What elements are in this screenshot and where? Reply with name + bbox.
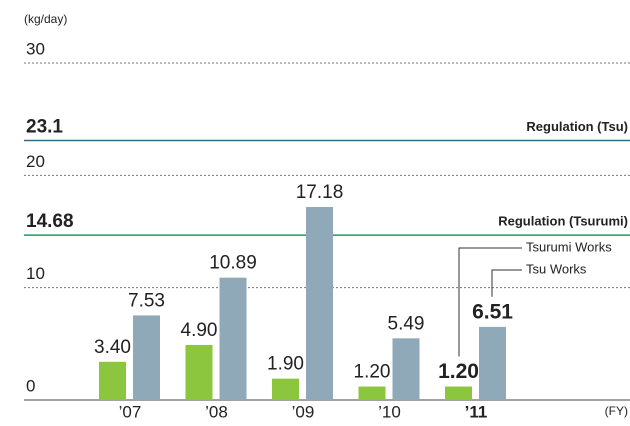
- y-tick-label: 10: [26, 264, 45, 283]
- regulation-value: 23.1: [26, 117, 63, 138]
- value-label: 6.51: [472, 300, 513, 323]
- value-label: 10.89: [209, 253, 257, 274]
- regulation-value: 14.68: [26, 211, 74, 232]
- x-tick-label: ’09: [292, 402, 315, 421]
- regulation-label: Regulation (Tsurumi): [498, 214, 628, 229]
- value-label: 4.90: [181, 320, 218, 341]
- legend-leader: [458, 247, 522, 357]
- y-tick-label: 30: [26, 39, 45, 58]
- value-label: 5.49: [388, 313, 425, 334]
- bar: [445, 386, 472, 400]
- bar: [185, 344, 213, 400]
- value-label: 3.40: [94, 337, 131, 358]
- value-label: 1.20: [438, 360, 479, 383]
- legend-label: Tsurumi Works: [526, 239, 612, 254]
- bar: [306, 207, 333, 400]
- bar: [392, 338, 420, 400]
- x-axis-label: (FY): [605, 404, 628, 418]
- value-label: 1.20: [354, 362, 391, 383]
- y-tick-label: 20: [26, 152, 45, 171]
- legend-leader: [491, 269, 522, 297]
- value-label: 7.53: [128, 290, 165, 311]
- bar: [358, 386, 386, 400]
- regulation-label: Regulation (Tsu): [526, 119, 628, 134]
- y-tick-label: 0: [26, 376, 35, 395]
- value-label: 1.90: [267, 354, 304, 375]
- bar: [219, 277, 247, 400]
- unit-label: (kg/day): [24, 12, 67, 26]
- bar: [133, 315, 160, 400]
- x-tick-label: ’10: [378, 402, 401, 421]
- bar: [99, 361, 126, 400]
- x-tick-label: ’11: [465, 402, 488, 421]
- x-tick-label: ’08: [205, 402, 228, 421]
- bar: [479, 326, 506, 400]
- value-label: 17.18: [296, 182, 344, 203]
- legend-label: Tsu Works: [526, 261, 587, 276]
- bar: [272, 378, 299, 400]
- x-tick-label: ’07: [119, 402, 142, 421]
